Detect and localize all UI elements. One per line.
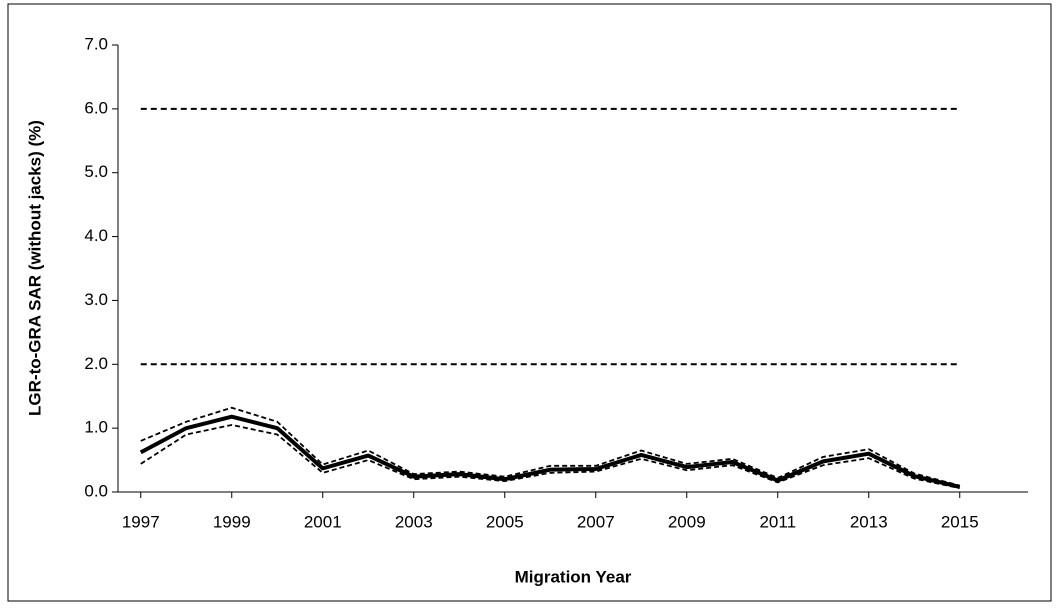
y-tick-label: 0.0 [84, 481, 108, 500]
y-axis-label: LGR-to-GRA SAR (without jacks) (%) [25, 120, 44, 416]
x-tick-label: 2003 [395, 512, 433, 531]
y-tick-label: 1.0 [84, 418, 108, 437]
data-line [139, 414, 961, 489]
y-tick-label: 5.0 [84, 162, 108, 181]
x-tick-label: 1997 [122, 512, 160, 531]
y-tick-label: 3.0 [84, 290, 108, 309]
y-tick-label: 6.0 [84, 98, 108, 117]
confidence-line [140, 406, 960, 487]
y-tick-label: 4.0 [84, 226, 108, 245]
chart-frame [7, 3, 1052, 602]
x-tick-label: 2005 [486, 512, 524, 531]
x-tick-label: 2015 [941, 512, 979, 531]
x-tick-label: 2009 [668, 512, 706, 531]
x-tick-label: 2001 [304, 512, 342, 531]
y-tick-label: 2.0 [84, 354, 108, 373]
x-tick-label: 1999 [213, 512, 251, 531]
y-tick-label: 7.0 [84, 34, 108, 53]
confidence-line [140, 424, 960, 490]
x-tick-label: 2013 [850, 512, 888, 531]
x-tick-label: 2011 [759, 512, 796, 531]
x-tick-label: 2007 [577, 512, 615, 531]
x-axis-label: Migration Year [515, 567, 632, 586]
